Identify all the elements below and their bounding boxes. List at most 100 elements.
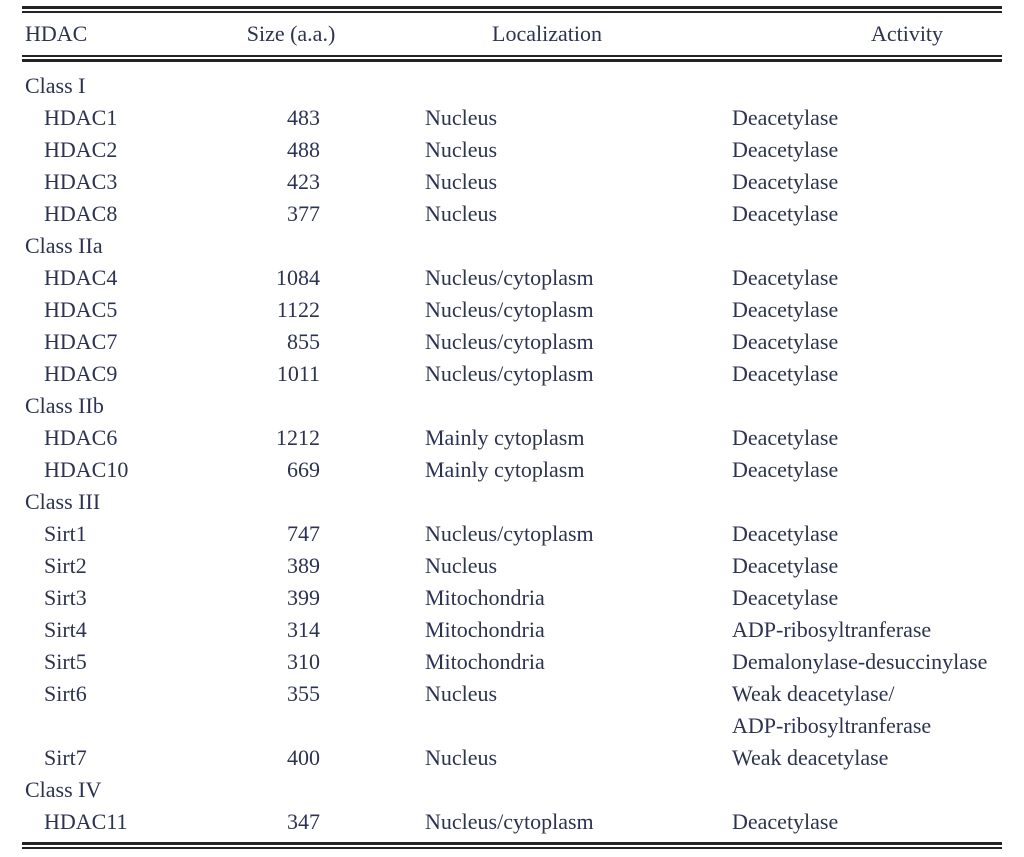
hdac-name: HDAC9 [44,361,118,386]
hdac-name: HDAC1 [44,105,118,130]
table-row: HDAC9 1011 Nucleus/cytoplasm Deacetylase [22,358,1002,390]
hdac-localization: Nucleus [425,553,498,578]
rule-line [22,59,1002,62]
hdac-name: HDAC6 [44,425,118,450]
hdac-activity: Deacetylase [732,297,839,322]
column-header-localization: Localization [492,21,602,46]
hdac-activity: Demalonylase-desuccinylase [732,649,988,674]
hdac-activity: Deacetylase [732,169,839,194]
class-header-row: Class I [22,70,1002,102]
class-label: Class III [25,489,101,514]
header-double-rule [22,55,1002,62]
table-body: Class I HDAC1 483 Nucleus Deacetylase HD… [22,62,1002,842]
hdac-name: HDAC5 [44,297,118,322]
hdac-localization: Mitochondria [425,585,545,610]
table-row: Sirt3 399 Mitochondria Deacetylase [22,582,1002,614]
hdac-localization: Nucleus/cytoplasm [425,361,594,386]
table-row: HDAC11 347 Nucleus/cytoplasm Deacetylase [22,806,1002,838]
hdac-name: HDAC8 [44,201,118,226]
table-row: HDAC3 423 Nucleus Deacetylase [22,166,1002,198]
hdac-activity: Deacetylase [732,265,839,290]
table-row: HDAC5 1122 Nucleus/cytoplasm Deacetylase [22,294,1002,326]
column-header-hdac: HDAC [25,21,88,46]
hdac-size: 1084 [276,265,320,290]
hdac-size: 1122 [276,297,320,322]
table-row: HDAC6 1212 Mainly cytoplasm Deacetylase [22,422,1002,454]
table-row: HDAC2 488 Nucleus Deacetylase [22,134,1002,166]
hdac-table: HDAC Size (a.a.) Localization Activity C… [22,6,1002,849]
hdac-name: Sirt7 [44,745,87,770]
hdac-name: Sirt2 [44,553,87,578]
hdac-name: HDAC4 [44,265,118,290]
table-row: Sirt7 400 Nucleus Weak deacetylase [22,742,1002,774]
rule-line [22,6,1002,9]
hdac-name: HDAC2 [44,137,118,162]
hdac-activity: Weak deacetylase/ ADP-ribosyltranferase [732,681,932,738]
hdac-localization: Nucleus/cytoplasm [425,329,594,354]
hdac-name: Sirt3 [44,585,87,610]
column-header-activity: Activity [870,21,944,46]
table-row: Sirt4 314 Mitochondria ADP-ribosyltranfe… [22,614,1002,646]
hdac-localization: Mitochondria [425,649,545,674]
class-label: Class IIb [25,393,104,418]
hdac-activity: Deacetylase [732,553,839,578]
class-label: Class IV [25,777,102,802]
hdac-size: 355 [287,681,320,706]
hdac-name: HDAC7 [44,329,118,354]
table-row: Sirt2 389 Nucleus Deacetylase [22,550,1002,582]
hdac-activity: Deacetylase [732,809,839,834]
hdac-localization: Nucleus [425,681,498,706]
hdac-localization: Nucleus/cytoplasm [425,809,594,834]
hdac-localization: Mainly cytoplasm [425,425,585,450]
rule-line [22,11,1002,13]
table-row: HDAC7 855 Nucleus/cytoplasm Deacetylase [22,326,1002,358]
hdac-name: Sirt1 [44,521,87,546]
table-header-row: HDAC Size (a.a.) Localization Activity [22,13,1002,55]
hdac-name: Sirt6 [44,681,87,706]
hdac-activity: Deacetylase [732,137,839,162]
table-row: HDAC1 483 Nucleus Deacetylase [22,102,1002,134]
table-row: Sirt6 355 Nucleus Weak deacetylase/ ADP-… [22,678,1002,742]
hdac-size: 669 [287,457,320,482]
rule-line [22,847,1002,849]
hdac-activity: Deacetylase [732,521,839,546]
hdac-localization: Nucleus/cytoplasm [425,265,594,290]
hdac-size: 310 [287,649,320,674]
table-row: Sirt1 747 Nucleus/cytoplasm Deacetylase [22,518,1002,550]
table-row: HDAC4 1084 Nucleus/cytoplasm Deacetylase [22,262,1002,294]
hdac-localization: Nucleus/cytoplasm [425,297,594,322]
class-label: Class IIa [25,233,103,258]
table-row: HDAC10 669 Mainly cytoplasm Deacetylase [22,454,1002,486]
table-row: HDAC8 377 Nucleus Deacetylase [22,198,1002,230]
hdac-size: 389 [287,553,320,578]
hdac-size: 488 [287,137,320,162]
hdac-name: Sirt4 [44,617,87,642]
hdac-size: 483 [287,105,320,130]
hdac-name: Sirt5 [44,649,87,674]
class-header-row: Class IV [22,774,1002,806]
hdac-size: 1212 [276,425,320,450]
hdac-size: 1011 [276,361,320,386]
rule-line [22,842,1002,845]
hdac-size: 377 [287,201,320,226]
class-header-row: Class IIa [22,230,1002,262]
hdac-activity: Deacetylase [732,361,839,386]
column-header-size: Size (a.a.) [246,21,336,46]
hdac-localization: Mainly cytoplasm [425,457,585,482]
hdac-activity: Deacetylase [732,201,839,226]
hdac-localization: Nucleus [425,169,498,194]
hdac-size: 314 [287,617,320,642]
hdac-name: HDAC10 [44,457,129,482]
hdac-activity: Weak deacetylase [732,745,889,770]
hdac-size: 423 [287,169,320,194]
hdac-size: 399 [287,585,320,610]
hdac-name: HDAC11 [44,809,128,834]
table-row: Sirt5 310 Mitochondria Demalonylase-desu… [22,646,1002,678]
hdac-activity: ADP-ribosyltranferase [732,617,932,642]
hdac-localization: Nucleus [425,745,498,770]
hdac-activity: Deacetylase [732,585,839,610]
class-label: Class I [25,73,86,98]
hdac-name: HDAC3 [44,169,118,194]
hdac-activity: Deacetylase [732,457,839,482]
top-double-rule [22,6,1002,13]
